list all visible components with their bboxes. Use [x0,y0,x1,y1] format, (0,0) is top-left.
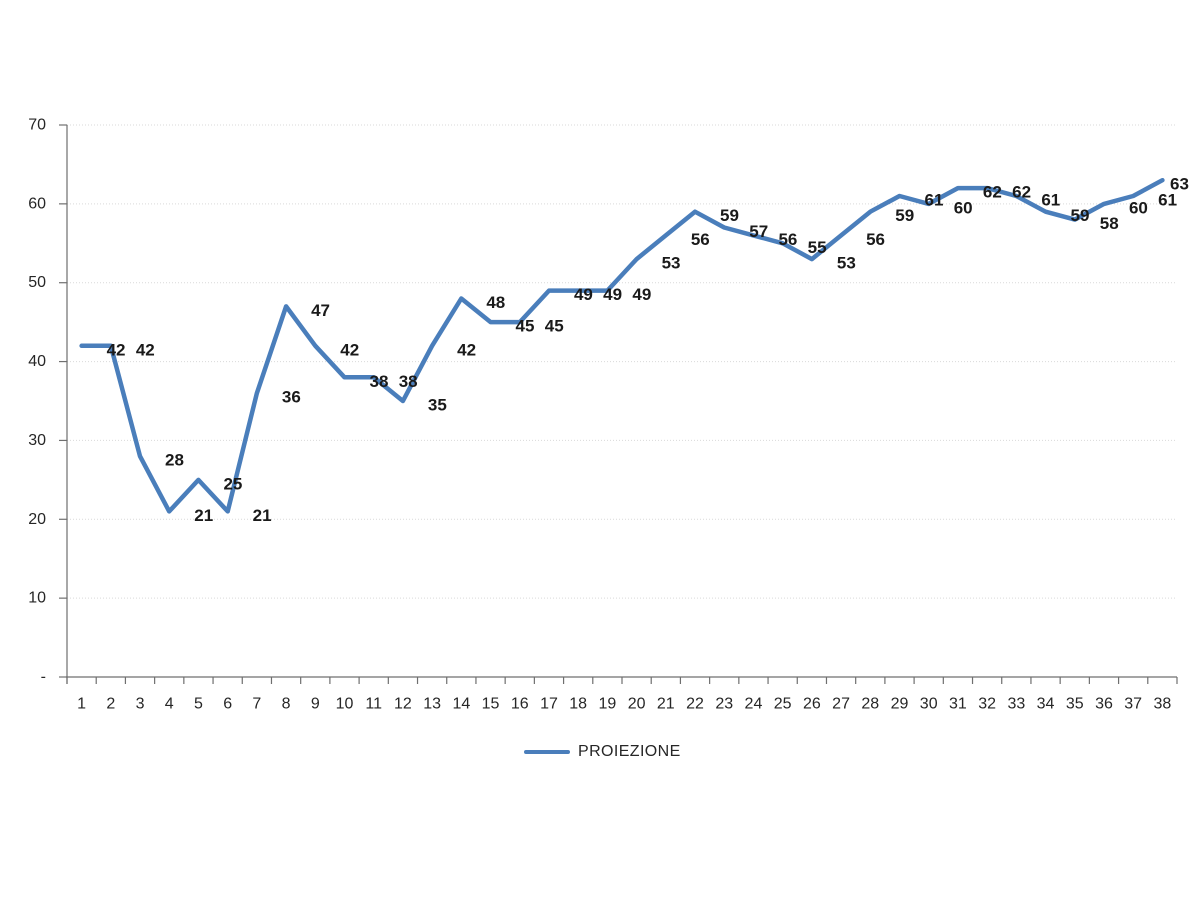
data-label: 25 [223,474,242,493]
x-tick-label: 19 [598,696,616,713]
data-label: 36 [282,388,301,407]
x-tick-label: 11 [365,696,382,713]
x-tick-label: 7 [252,696,261,713]
x-tick-label: 36 [1095,696,1113,713]
data-label: 35 [428,396,447,415]
x-tick-label: 16 [511,696,529,713]
data-label: 59 [895,206,914,225]
y-tick-label: - [41,669,46,686]
data-label: 56 [778,230,797,249]
data-label: 61 [1158,190,1177,209]
data-label: 38 [399,372,418,391]
data-label: 63 [1170,175,1189,194]
data-label: 59 [720,206,739,225]
x-tick-label: 6 [223,696,232,713]
x-tick-label: 12 [394,696,412,713]
data-label: 28 [165,451,184,470]
data-label: 58 [1100,214,1119,233]
x-tick-label: 34 [1037,696,1055,713]
data-label: 62 [983,183,1002,202]
data-label: 42 [136,340,155,359]
x-tick-label: 3 [136,696,145,713]
data-label: 56 [866,230,885,249]
x-tick-label: 26 [803,696,821,713]
y-tick-label: 60 [28,195,46,212]
legend-label: PROIEZIONE [578,743,681,760]
x-tick-label: 21 [657,696,675,713]
data-label: 42 [107,340,126,359]
x-tick-label: 8 [282,696,291,713]
data-label: 49 [632,285,651,304]
y-tick-label: 10 [28,590,46,607]
data-label: 42 [340,340,359,359]
data-label: 61 [925,190,944,209]
y-tick-label: 50 [28,274,46,291]
legend-line-swatch [524,750,570,754]
data-label: 53 [837,254,856,273]
data-label: 62 [1012,183,1031,202]
series-line [79,177,1165,514]
x-tick-label: 15 [482,696,500,713]
data-label: 42 [457,340,476,359]
data-label: 47 [311,301,330,320]
x-tick-label: 32 [978,696,996,713]
data-label: 60 [1129,198,1148,217]
data-label: 57 [749,222,768,241]
data-label: 49 [574,285,593,304]
x-tick-label: 30 [920,696,938,713]
x-tick-label: 31 [949,696,967,713]
x-tick-label: 10 [336,696,354,713]
x-tick-label: 5 [194,696,203,713]
data-label: 53 [662,254,681,273]
data-label: 38 [370,372,389,391]
data-label: 61 [1041,190,1060,209]
x-tick-label: 4 [165,696,174,713]
x-tick-label: 23 [715,696,733,713]
x-tick-label: 14 [452,696,470,713]
data-label: 60 [954,198,973,217]
x-tick-label: 27 [832,696,850,713]
y-tick-label: 40 [28,353,46,370]
y-tick-label: 70 [28,117,46,134]
x-tick-label: 25 [774,696,792,713]
x-tick-label: 20 [628,696,646,713]
x-tick-label: 2 [106,696,115,713]
x-tick-label: 29 [891,696,909,713]
data-label: 48 [486,293,505,312]
data-label: 21 [253,506,272,525]
x-tick-label: 13 [423,696,441,713]
x-tick-label: 33 [1007,696,1025,713]
y-tick-label: 20 [28,511,46,528]
x-tick-label: 38 [1153,696,1171,713]
legend: PROIEZIONE [524,742,681,762]
data-label: 56 [691,230,710,249]
data-label: 45 [516,317,535,336]
data-label: 55 [808,238,827,257]
x-tick-label: 17 [540,696,558,713]
x-tick-label: 37 [1124,696,1142,713]
data-label: 21 [194,506,213,525]
data-label: 59 [1071,206,1090,225]
x-tick-label: 35 [1066,696,1084,713]
y-tick-label: 30 [28,432,46,449]
data-label: 49 [603,285,622,304]
x-tick-label: 22 [686,696,704,713]
x-tick-label: 28 [861,696,879,713]
x-tick-label: 24 [745,696,763,713]
data-label: 45 [545,317,564,336]
x-tick-label: 1 [77,696,86,713]
x-tick-label: 9 [311,696,320,713]
x-tick-label: 18 [569,696,587,713]
